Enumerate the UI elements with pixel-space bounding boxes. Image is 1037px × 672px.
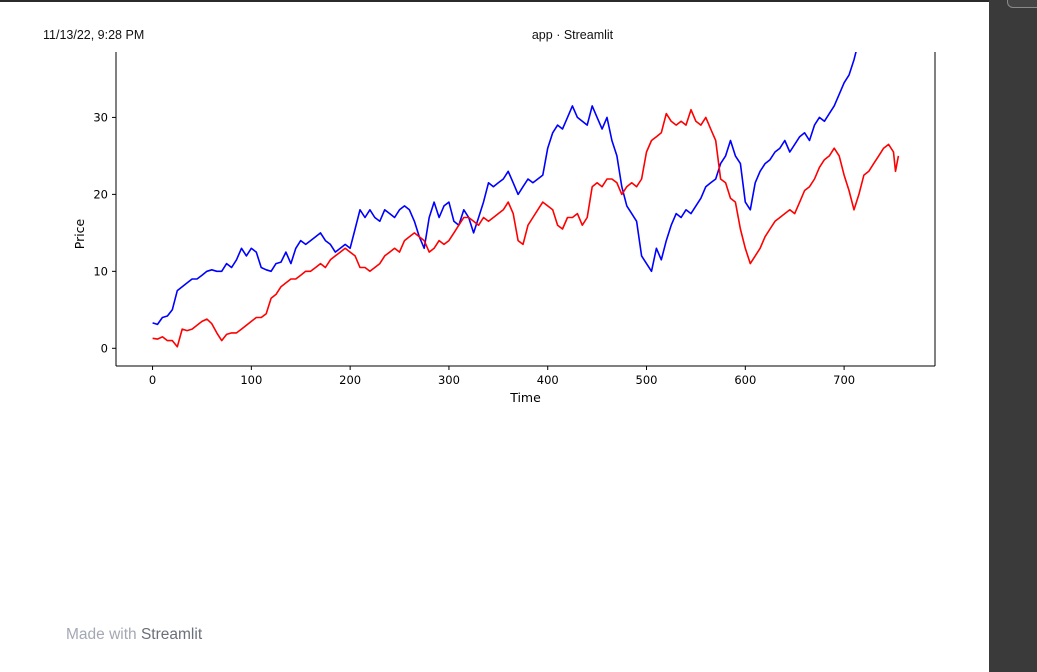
y-axis-ticks: 0 10 20 30: [93, 110, 116, 355]
series-group: [152, 52, 900, 348]
x-axis-ticks: 0 100 200 300 400 500 600 700: [149, 366, 855, 387]
x-tick-label: 200: [339, 373, 361, 387]
x-tick-label: 500: [636, 373, 658, 387]
x-tick-label: 400: [537, 373, 559, 387]
price-line-chart: 0 10 20 30 0 100 200 300 400 500 600 700 Time Pric…: [72, 52, 936, 405]
x-tick-label: 300: [438, 373, 460, 387]
footer: Made with Streamlit: [66, 626, 202, 644]
series-line-2: [152, 108, 900, 348]
x-tick-label: 700: [833, 373, 855, 387]
x-tick-label: 600: [734, 373, 756, 387]
axes-frame: [115, 52, 936, 367]
series-line-1: [152, 52, 857, 326]
streamlit-page: 11/13/22, 9:28 PM app · Streamlit 0 10 20 3…: [0, 0, 989, 672]
y-tick-label: 30: [93, 110, 108, 124]
x-axis-label: Time: [509, 390, 541, 405]
x-tick-label: 0: [149, 373, 156, 387]
browser-panel-tab[interactable]: [1007, 0, 1037, 8]
y-tick-label: 20: [93, 187, 108, 201]
y-axis-label: Price: [72, 218, 87, 249]
footer-streamlit-link[interactable]: Streamlit: [140, 626, 203, 643]
y-tick-label: 0: [101, 341, 108, 355]
print-header-title: app · Streamlit: [531, 28, 614, 42]
footer-made-with: Made with: [66, 626, 137, 643]
y-tick-label: 10: [93, 264, 108, 278]
browser-side-panel: [989, 0, 1037, 672]
x-tick-label: 100: [240, 373, 262, 387]
print-header-datetime: 11/13/22, 9:28 PM: [43, 28, 145, 42]
